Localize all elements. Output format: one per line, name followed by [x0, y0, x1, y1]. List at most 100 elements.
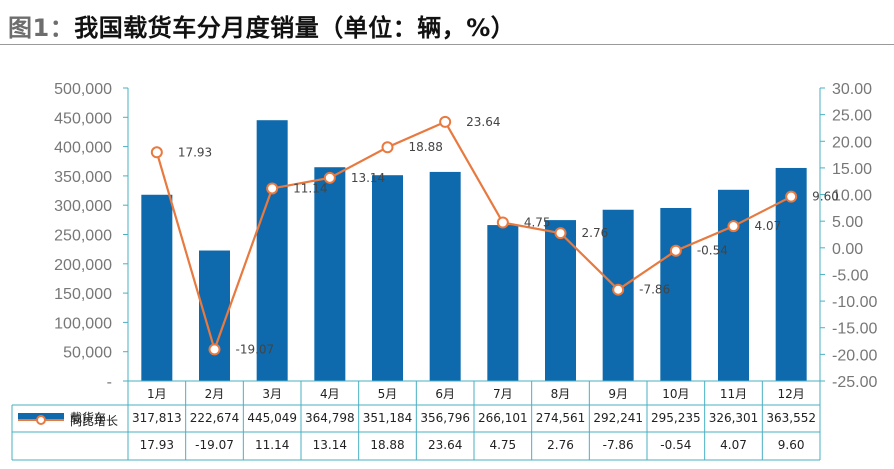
left-tick-label: - — [107, 374, 112, 391]
table-cell-growth: 9.60 — [778, 438, 805, 452]
growth-point — [496, 216, 509, 229]
table-cell-sales: 266,101 — [478, 411, 528, 425]
left-tick-label: 400,000 — [54, 140, 112, 157]
left-tick-label: 500,000 — [54, 81, 112, 98]
category-label: 5月 — [378, 387, 398, 401]
right-tick-label: -20.00 — [832, 347, 877, 364]
category-label: 3月 — [262, 387, 282, 401]
table-cell-sales: 363,552 — [766, 411, 816, 425]
growth-data-label: 17.93 — [178, 145, 212, 159]
right-tick-label: -5.00 — [832, 267, 869, 284]
figure-label: 图1： — [8, 14, 75, 42]
growth-point — [554, 227, 567, 240]
growth-data-label: 2.76 — [582, 226, 609, 240]
growth-point — [150, 146, 163, 159]
table-cell-growth: 18.88 — [370, 438, 404, 452]
growth-point — [612, 283, 625, 296]
right-tick-label: 15.00 — [832, 161, 872, 178]
right-tick-label: 30.00 — [832, 81, 872, 98]
growth-point — [439, 115, 452, 128]
table-cell-sales: 317,813 — [132, 411, 182, 425]
growth-data-label: 23.64 — [466, 115, 500, 129]
right-tick-label: 10.00 — [832, 188, 872, 205]
table-cell-growth: 4.75 — [489, 438, 516, 452]
left-tick-label: 50,000 — [63, 345, 112, 362]
table-cell-sales: 274,561 — [536, 411, 586, 425]
legend-line-marker — [36, 415, 46, 425]
growth-data-label: -0.54 — [697, 244, 728, 258]
right-tick-label: -15.00 — [832, 321, 877, 338]
growth-point — [669, 244, 682, 257]
legend-line-label: 同比增长 — [70, 414, 118, 428]
bar — [372, 175, 403, 381]
legend-bar-label: 载货车 — [70, 410, 106, 425]
title-text: 我国载货车分月度销量（单位：辆，%） — [74, 14, 516, 42]
left-tick-label: 100,000 — [54, 315, 112, 332]
left-tick-label: 150,000 — [54, 286, 112, 303]
table-cell-growth: 4.07 — [720, 438, 747, 452]
page-title: 图1：我国载货车分月度销量（单位：辆，%） — [8, 8, 515, 43]
table-cell-growth: 13.14 — [313, 438, 347, 452]
growth-data-label: 4.07 — [755, 219, 782, 233]
category-label: 10月 — [662, 387, 689, 401]
growth-line — [155, 120, 792, 353]
bar — [718, 189, 749, 381]
bar — [256, 120, 288, 381]
category-label: 9月 — [608, 387, 628, 401]
bar — [545, 220, 576, 381]
category-label: 4月 — [320, 387, 340, 401]
growth-data-label: 11.14 — [293, 181, 327, 195]
left-tick-label: 350,000 — [54, 169, 112, 186]
category-label: 2月 — [205, 387, 225, 401]
table-cell-growth: 17.93 — [140, 438, 174, 452]
growth-point — [208, 343, 221, 356]
table-cell-growth: -7.86 — [603, 438, 634, 452]
right-tick-label: -25.00 — [832, 374, 877, 391]
right-tick-label: 25.00 — [832, 108, 872, 125]
bar — [775, 167, 807, 381]
right-tick-label: 20.00 — [832, 134, 872, 151]
bar — [141, 194, 173, 381]
bar — [487, 225, 519, 381]
table-cell-growth: 11.14 — [255, 438, 289, 452]
growth-data-label: 4.75 — [524, 216, 551, 230]
growth-point — [727, 220, 740, 233]
bar — [314, 167, 346, 381]
growth-data-label: -19.07 — [236, 342, 275, 356]
table-cell-sales: 326,301 — [709, 411, 759, 425]
left-tick-label: 450,000 — [54, 110, 112, 127]
table-cell-sales: 364,798 — [305, 411, 355, 425]
table-cell-growth: 2.76 — [547, 438, 574, 452]
title-divider — [0, 44, 894, 45]
table-cell-sales: 351,184 — [363, 411, 413, 425]
category-label: 7月 — [493, 387, 513, 401]
table-cell-growth: 23.64 — [428, 438, 462, 452]
category-label: 6月 — [435, 387, 455, 401]
left-tick-label: 200,000 — [54, 257, 112, 274]
table-cell-growth: -0.54 — [660, 438, 691, 452]
growth-point — [266, 182, 279, 195]
growth-data-label: 18.88 — [409, 140, 443, 154]
left-tick-label: 250,000 — [54, 228, 112, 245]
right-tick-label: 5.00 — [832, 214, 863, 231]
growth-data-label: 13.14 — [351, 171, 385, 185]
bar — [660, 207, 692, 381]
category-label: 8月 — [551, 387, 571, 401]
growth-point — [381, 141, 394, 154]
table-cell-sales: 295,235 — [651, 411, 701, 425]
category-label: 11月 — [720, 387, 747, 401]
bar — [429, 171, 461, 381]
category-label: 1月 — [147, 387, 167, 401]
growth-point — [785, 190, 798, 203]
right-tick-label: -10.00 — [832, 294, 877, 311]
table-cell-sales: 222,674 — [190, 411, 240, 425]
category-label: 12月 — [778, 387, 805, 401]
growth-point — [323, 171, 336, 184]
table-cell-sales: 445,049 — [247, 411, 297, 425]
growth-data-label: -7.86 — [639, 283, 670, 297]
table-cell-growth: -19.07 — [195, 438, 234, 452]
growth-data-label: 9.60 — [812, 190, 839, 204]
table-cell-sales: 292,241 — [593, 411, 643, 425]
right-tick-label: 0.00 — [832, 241, 863, 258]
